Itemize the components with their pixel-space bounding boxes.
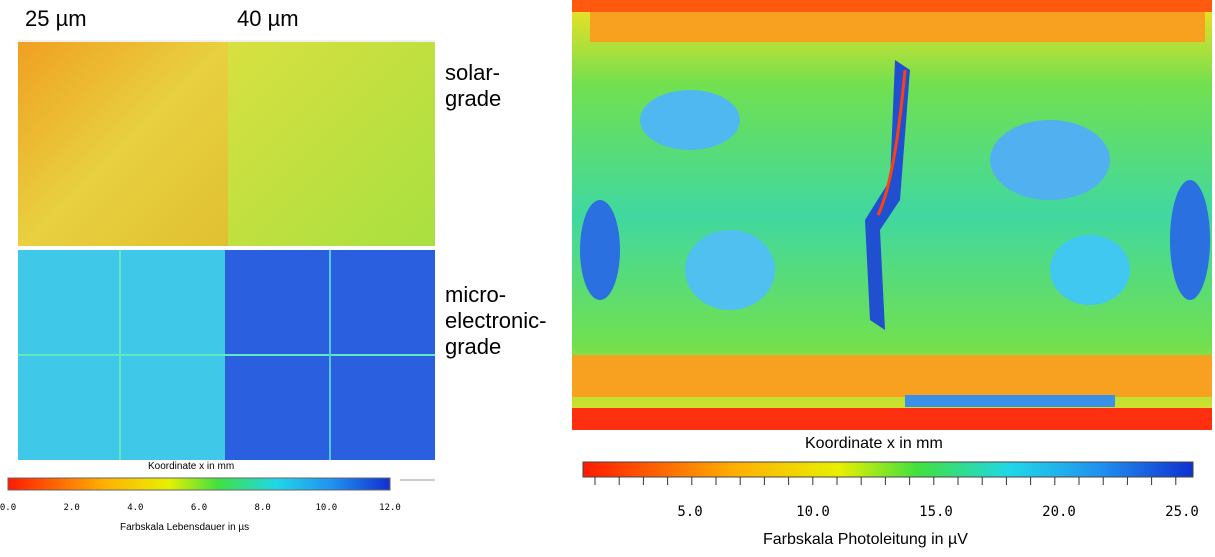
colorbar-ticks <box>594 477 1177 485</box>
width-label: 25 µm <box>25 6 87 31</box>
lifetime-colorbar <box>7 477 391 491</box>
tick-label: 25.0 <box>1165 504 1199 520</box>
tick-label: 5.0 <box>677 504 703 520</box>
label-line: micro- <box>445 282 507 307</box>
tick-label: 6.0 <box>190 503 208 513</box>
axis-label: Koordinate x in mm <box>805 435 943 452</box>
photoconductivity-colorbar <box>582 461 1194 478</box>
tick-label: 10.0 <box>315 503 338 513</box>
label-line: solar- <box>445 60 501 85</box>
label-line: grade <box>445 334 502 359</box>
scale-label: Farbskala Photoleitung in µV <box>763 531 968 548</box>
tick-label: 4.0 <box>127 503 144 513</box>
tick-label: 2.0 <box>63 503 80 513</box>
solar-label: solar- grade <box>445 60 501 112</box>
tick-label: 0.0 <box>0 503 17 513</box>
label-line: grade <box>445 86 502 111</box>
axis-label: Koordinate x in mm <box>148 461 235 472</box>
tick-label: 15.0 <box>919 504 953 520</box>
label-line: electronic- <box>445 308 547 333</box>
micro-label: micro- electronic- grade <box>445 282 546 360</box>
tick-label: 12.0 <box>379 503 401 513</box>
tick-label: 20.0 <box>1042 504 1076 520</box>
tick-label: 8.0 <box>254 503 271 513</box>
scale-label: Farbskala Lebensdauer in µs <box>120 522 250 533</box>
tick-label: 10.0 <box>796 504 830 520</box>
photoconductivity-map <box>572 0 1212 430</box>
lifetime-map <box>18 40 435 460</box>
width-label: 40 µm <box>237 6 299 31</box>
